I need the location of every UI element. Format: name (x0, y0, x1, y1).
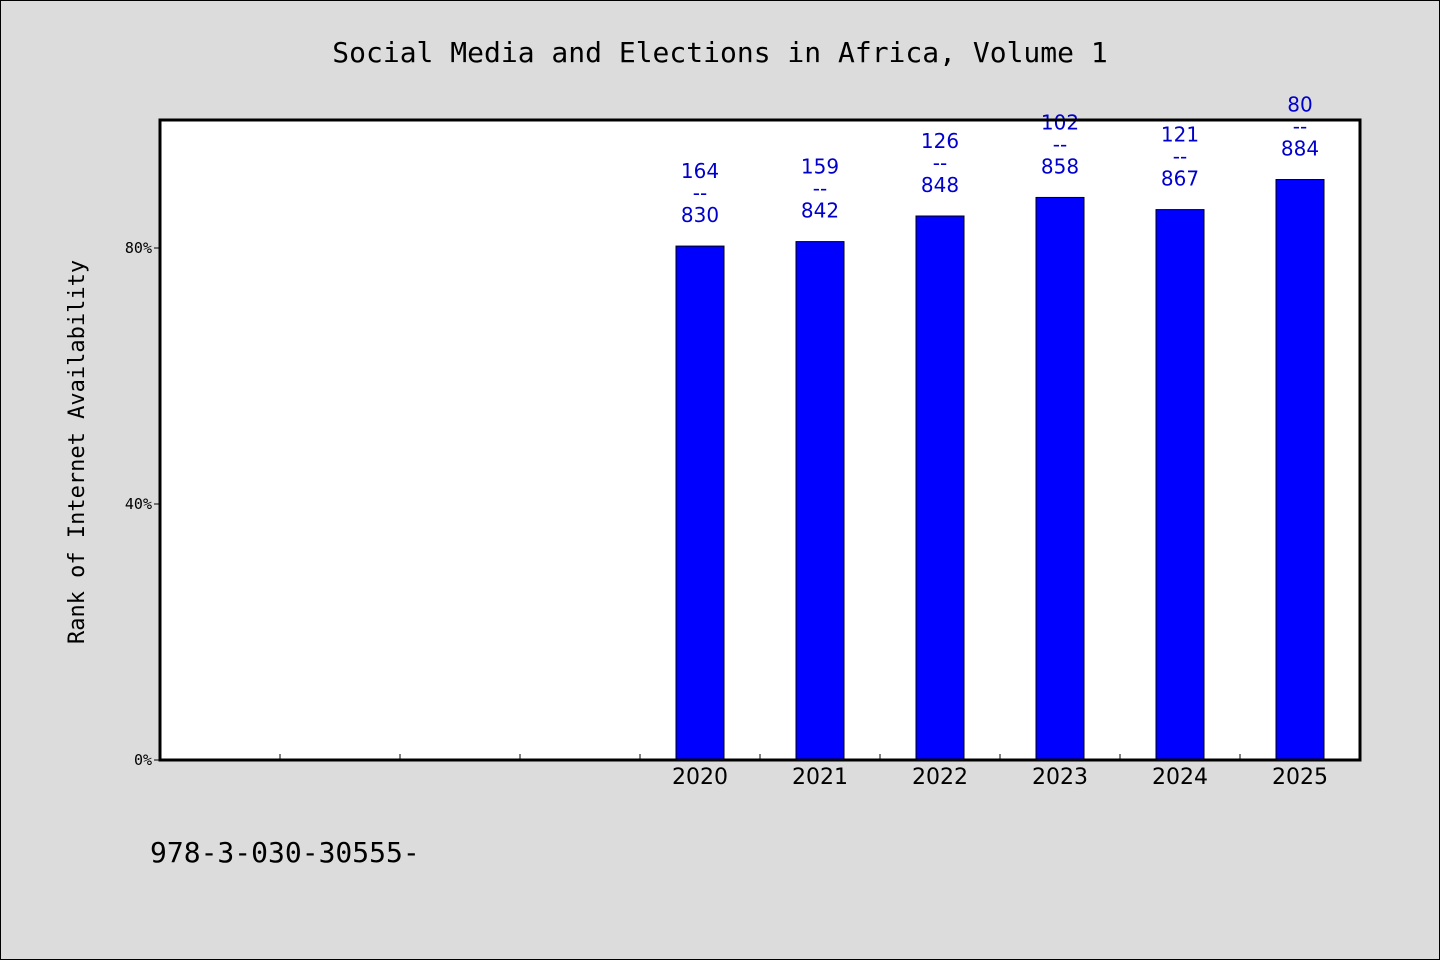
y-tick-label: 80% (125, 239, 152, 257)
bar (1275, 179, 1325, 761)
x-tick-label: 2024 (1152, 765, 1208, 790)
bar-data-label-top: 164 (681, 159, 719, 183)
y-tick-label: 0% (134, 751, 152, 769)
bar-data-label-bottom: 848 (921, 173, 959, 197)
x-tick-label: 2023 (1032, 765, 1088, 790)
chart-title: Social Media and Elections in Africa, Vo… (332, 36, 1107, 69)
bar-data-label-top: 159 (801, 155, 839, 179)
bar (1155, 209, 1205, 761)
bar-data-label-top: 80 (1287, 93, 1312, 117)
bar-data-label-bottom: 842 (801, 199, 839, 223)
bar-data-label-top: 102 (1041, 110, 1079, 134)
x-axis: 2020 2021 2022 2023 2024 2025 (279, 754, 1328, 790)
x-tick-label: 2022 (912, 765, 968, 790)
bar-data-label-separator: -- (933, 151, 947, 175)
plot-frame (158, 118, 1362, 762)
bar-data-label-separator: -- (1173, 145, 1187, 169)
bar (675, 245, 725, 761)
x-tick-label: 2021 (792, 765, 848, 790)
bar (795, 241, 845, 761)
bar-data-label-separator: -- (813, 177, 827, 201)
x-tick-label: 2020 (672, 765, 728, 790)
bar-data-label-separator: -- (1053, 132, 1067, 156)
y-tick-label: 40% (125, 495, 152, 513)
bar (1035, 196, 1085, 761)
bar-data-label-separator: -- (693, 181, 707, 205)
bar-data-label-bottom: 830 (681, 203, 719, 227)
bars-layer (675, 179, 1325, 761)
bar-data-label-top: 121 (1161, 123, 1199, 147)
bar-data-label-separator: -- (1293, 115, 1307, 139)
y-axis: 0% 40% 80% (125, 239, 160, 769)
data-labels-layer: 164--830159--842126--848102--858121--867… (681, 93, 1319, 228)
x-tick-label: 2025 (1272, 765, 1328, 790)
bar-data-label-bottom: 858 (1041, 154, 1079, 178)
bar (915, 215, 965, 761)
bar-data-label-bottom: 867 (1161, 167, 1199, 191)
y-axis-label: Rank of Internet Availability (65, 260, 90, 644)
footer-isbn-text: 978-3-030-30555- (150, 836, 420, 869)
bar-data-label-bottom: 884 (1281, 137, 1319, 161)
bar-data-label-top: 126 (921, 129, 959, 153)
